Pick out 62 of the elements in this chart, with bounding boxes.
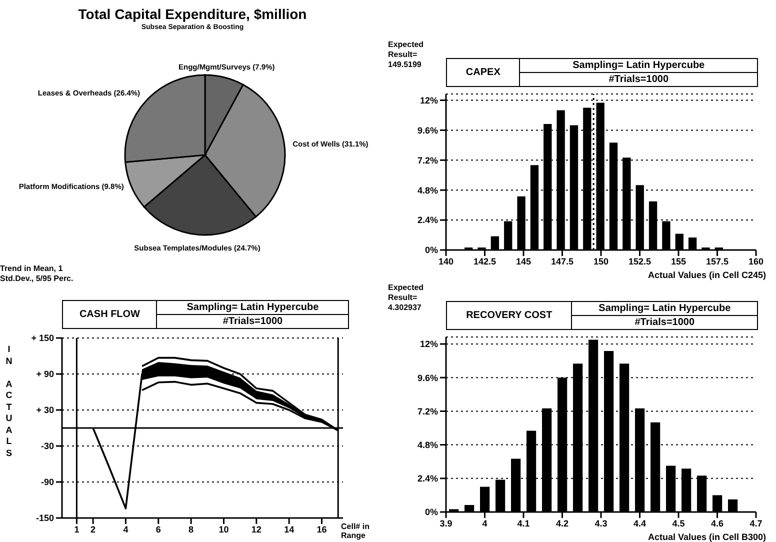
y-tick-label: 0%	[424, 245, 438, 256]
text: Expected Result= 4.302937	[388, 283, 425, 313]
text: Sampling= Latin Hypercube	[572, 302, 758, 316]
x-axis-title: Actual Values (in Cell C245)	[648, 270, 766, 280]
x-tick-label: 152.5	[628, 256, 652, 266]
text: Trend in Mean, 1 Std.Dev., 5/95 Perc.	[0, 264, 74, 284]
x-tick-label: 147.5	[550, 256, 574, 266]
x-tick-label: 160	[748, 256, 764, 266]
chart-title: CASH FLOW	[62, 300, 157, 328]
x-axis-title: Actual Values (in Cell B300)	[648, 532, 766, 542]
x-tick-label: 16	[316, 524, 327, 534]
x-tick-label: 157.5	[706, 256, 729, 266]
x-tick-label: 4.3	[594, 518, 608, 528]
chart-title: RECOVERY COST	[446, 302, 572, 330]
x-tick-label: 4.1	[517, 518, 530, 528]
x-tick-label: 140	[438, 256, 454, 266]
text: Expected Result= 149.5199	[388, 40, 425, 70]
x-tick-label: 4.7	[750, 518, 762, 528]
text: #Trials=1000	[572, 316, 758, 330]
chart-title: CAPEX	[446, 58, 520, 86]
y-tick-label: 2.4%	[417, 215, 438, 226]
x-tick-label: 8	[188, 524, 194, 534]
x-tick-label: 4.6	[710, 518, 724, 528]
y-tick-label: -150	[36, 513, 54, 524]
y-tick-label: 4.8%	[417, 185, 438, 196]
x-tick-label: 4.2	[556, 518, 569, 528]
text: Sampling= Latin Hypercube	[156, 300, 348, 314]
chart-title: Total Capital Expenditure, $million	[77, 6, 308, 22]
y-tick-label: 12%	[420, 95, 438, 106]
x-tick-label: 150	[593, 256, 609, 266]
x-tick-label: 2	[90, 524, 96, 534]
x-tick-label: 145	[516, 256, 532, 266]
x-tick-label: 4.4	[633, 518, 646, 528]
text: #Trials=1000	[156, 314, 348, 328]
y-tick-label: 9.6%	[417, 372, 438, 383]
x-tick-label: 155	[670, 256, 686, 266]
y-tick-label: + 90	[36, 369, 54, 380]
x-tick-label: 10	[218, 524, 229, 534]
x-tick-label: 6	[156, 524, 161, 534]
y-tick-label: -30	[40, 441, 54, 452]
y-tick-label: 0%	[424, 507, 438, 518]
x-tick-label: 12	[251, 524, 262, 534]
x-axis-title: Cell# in Range	[341, 522, 370, 540]
text: Sampling= Latin Hypercube	[520, 58, 758, 72]
y-tick-label: 2.4%	[417, 474, 438, 484]
y-tick-label: 4.8%	[417, 440, 438, 450]
x-tick-label: 142.5	[473, 256, 496, 266]
x-tick-label: 3.9	[440, 518, 452, 528]
x-tick-label: 1	[74, 524, 80, 534]
y-tick-label: 12%	[420, 339, 438, 350]
text: IN ACTUALS	[6, 344, 12, 458]
y-tick-label: 7.2%	[417, 406, 438, 416]
text: #Trials=1000	[520, 72, 758, 86]
x-tick-label: 14	[284, 524, 294, 534]
x-tick-label: 4.5	[672, 518, 685, 528]
y-tick-label: + 30	[36, 405, 54, 416]
y-tick-label: + 150	[31, 333, 54, 344]
y-tick-label: 9.6%	[417, 125, 438, 136]
x-tick-label: 4	[482, 518, 488, 528]
x-tick-label: 4	[123, 524, 128, 534]
y-tick-label: 7.2%	[417, 155, 438, 166]
y-tick-label: -90	[40, 477, 54, 488]
